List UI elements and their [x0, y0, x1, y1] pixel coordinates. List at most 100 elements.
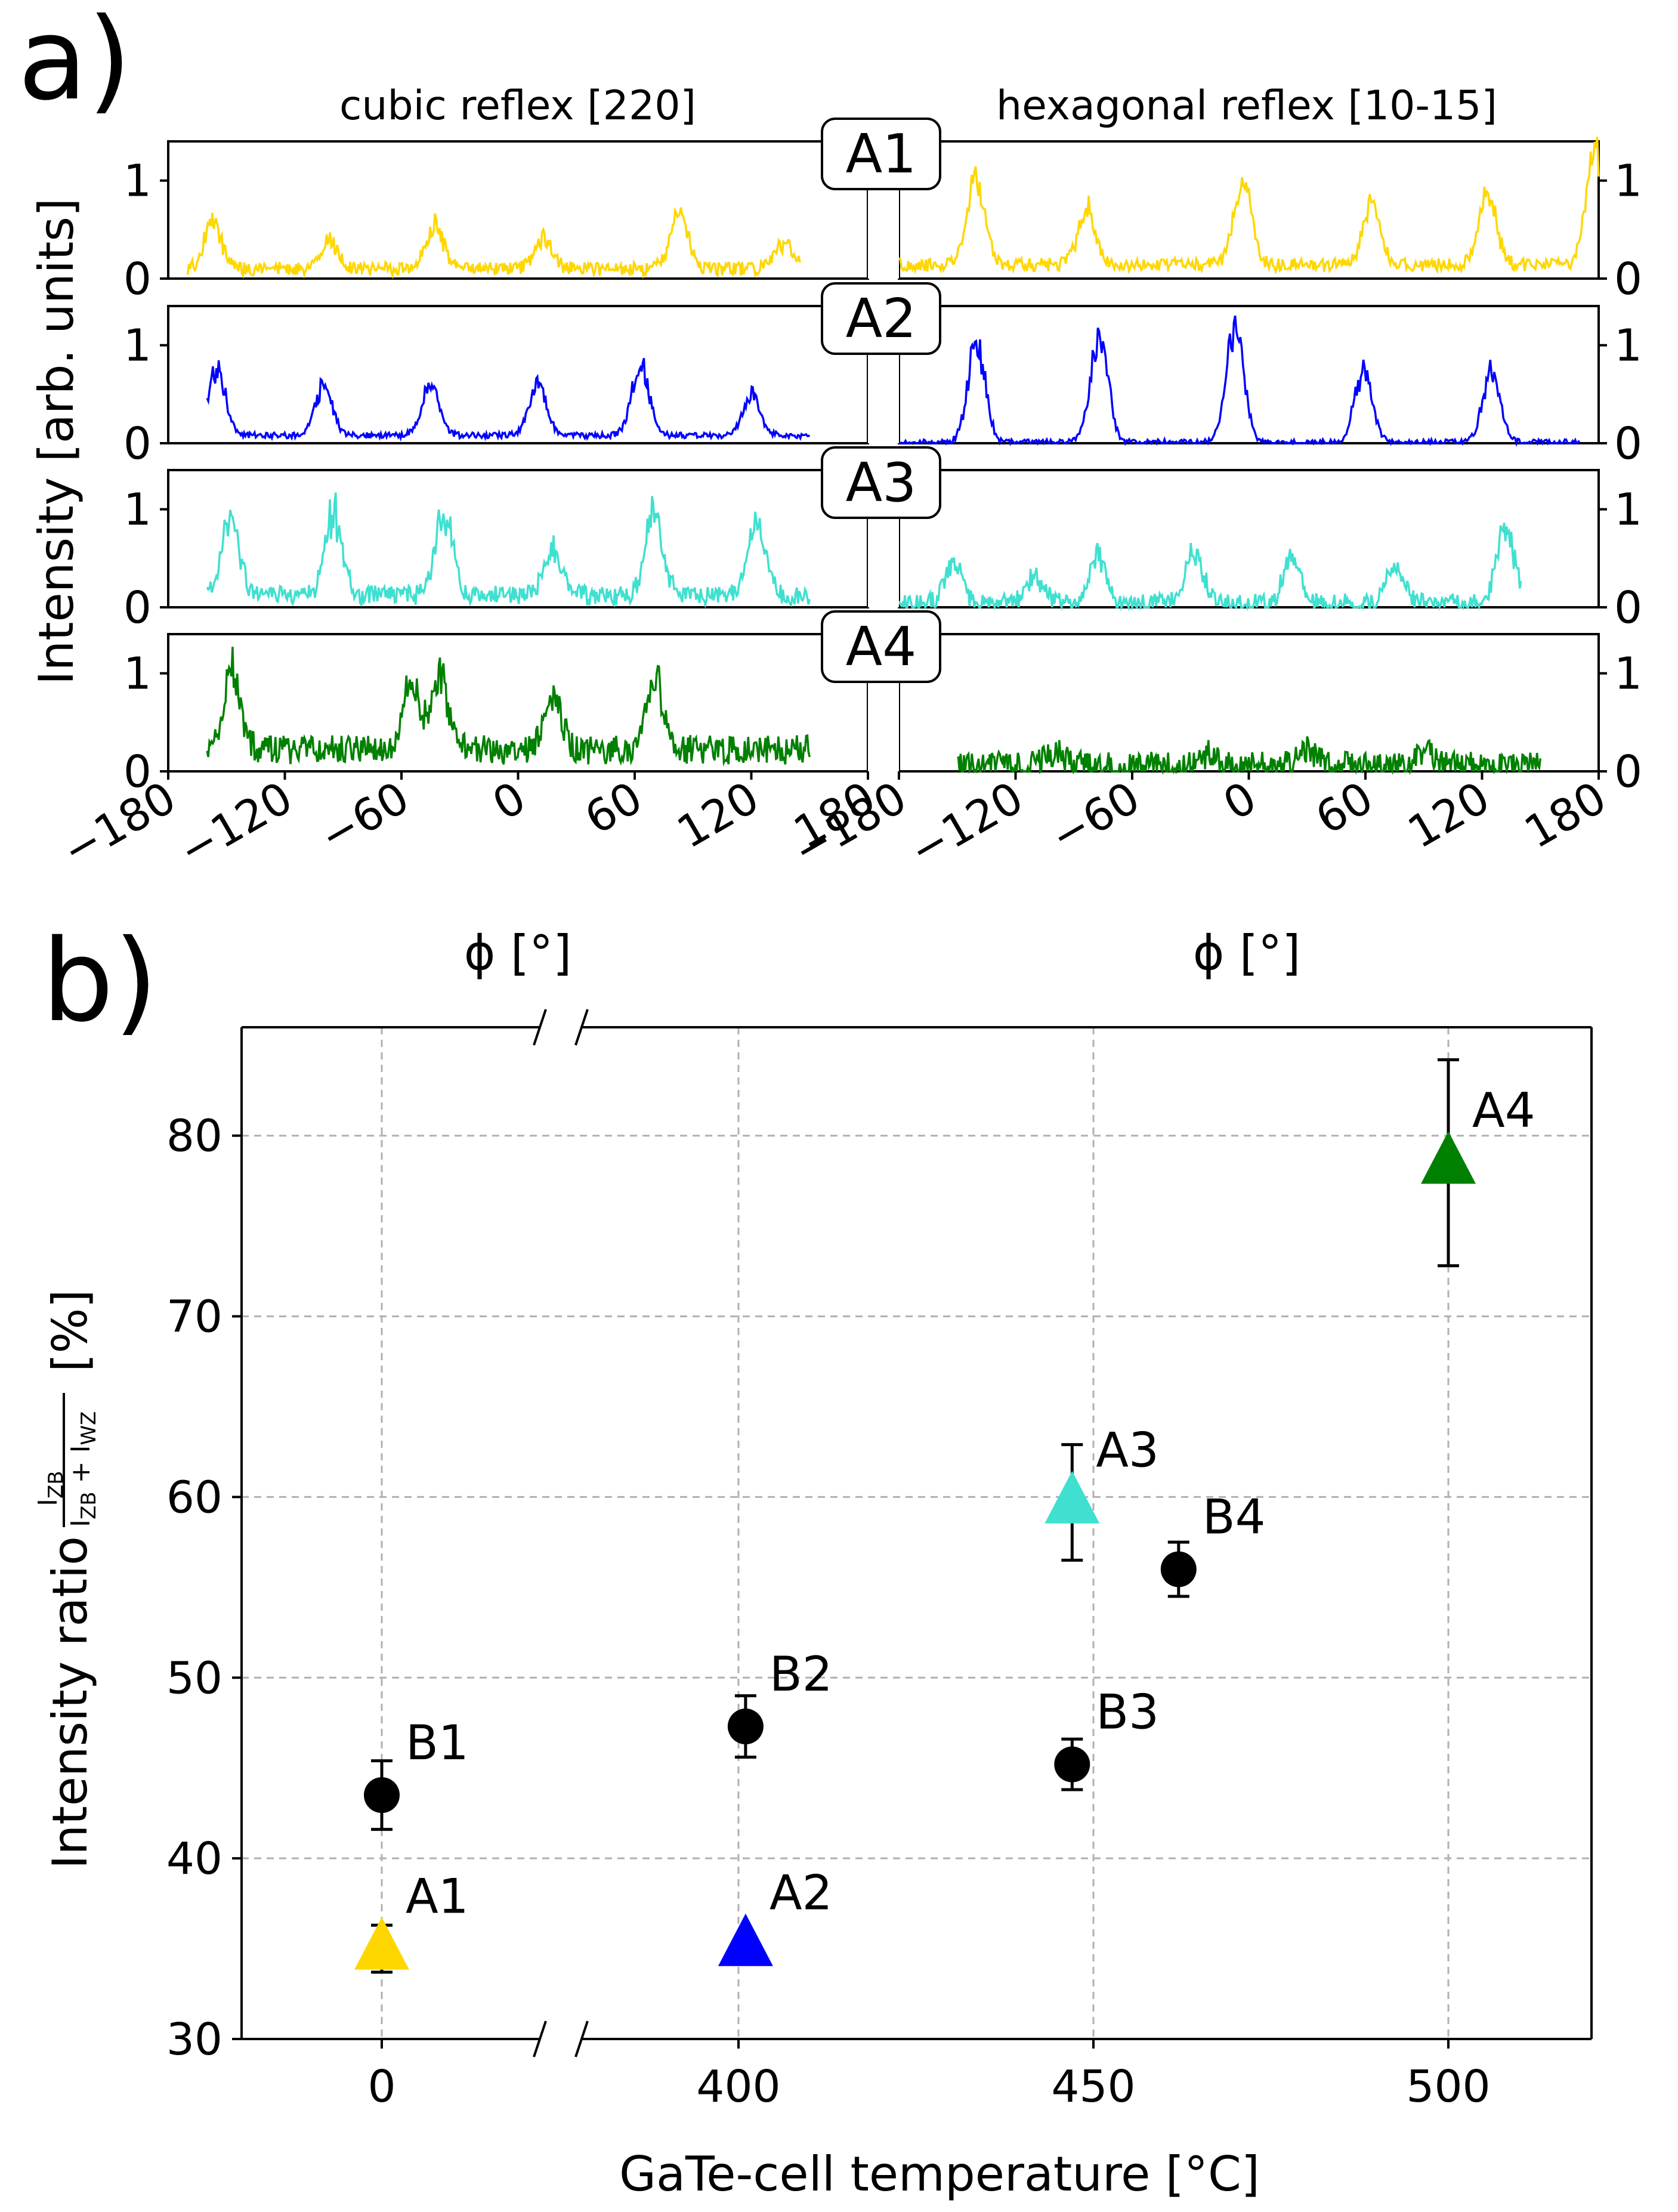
- ytick-label: 1: [123, 320, 152, 372]
- ylabel-denominator: IZB + IWZ: [66, 1411, 101, 1527]
- xtick-label: 400: [696, 2061, 780, 2112]
- ytick-label: 0: [1614, 254, 1642, 305]
- row-A4-hex-trace: [957, 736, 1542, 776]
- point-label: A3: [1096, 1423, 1159, 1478]
- panel-a-xlabel-left: ϕ [°]: [464, 925, 572, 981]
- point-label: B1: [406, 1715, 469, 1771]
- panel-a-ylabel: Intensity [arb. units]: [29, 198, 84, 685]
- panel-b-ylabel: Intensity ratio IZB IZB + IWZ [%]: [33, 1290, 101, 1870]
- sample-badge-A1: [821, 118, 941, 190]
- xtick-label: −120: [170, 772, 301, 877]
- xtick-label: 0: [1215, 772, 1265, 830]
- ytick-label: 1: [1614, 156, 1642, 207]
- ytick-label: 1: [1614, 484, 1642, 536]
- axis-break-mark: [533, 2021, 547, 2057]
- row-A2-hex-trace: [899, 315, 1580, 447]
- ylabel-den-sub1: ZB: [77, 1491, 101, 1519]
- marker-circle: [364, 1777, 400, 1814]
- ytick-label: 0: [123, 582, 152, 634]
- point-A3: A3: [1044, 1423, 1159, 1562]
- marker-triangle: [1421, 1131, 1476, 1184]
- point-B4: B4: [1160, 1490, 1266, 1598]
- panel-b-points: A1 A2 A3 A4 B1 B2 B3 B4: [354, 1058, 1535, 1974]
- row-A3-hex-trace: [898, 523, 1522, 611]
- ylabel-den-sub2: WZ: [77, 1411, 101, 1445]
- xtick-label: 60: [576, 772, 651, 845]
- xtick-label: 0: [484, 772, 534, 830]
- panel-a-xticks: −180−120 −60 0 60 120 180−180−120 −60 0 60 120 180: [54, 771, 1615, 877]
- marker-circle: [1054, 1746, 1090, 1782]
- point-A1: A1: [354, 1869, 469, 1974]
- ytick-label: 0: [1614, 418, 1642, 469]
- sample-badge-label: A3: [846, 452, 917, 514]
- panel-b-xlabel: GaTe-cell temperature [°C]: [619, 2146, 1260, 2202]
- point-B3: B3: [1054, 1685, 1159, 1791]
- point-label: A2: [770, 1865, 833, 1921]
- ytick-label: 0: [1614, 746, 1642, 798]
- sample-badge-A2: [821, 282, 941, 355]
- panel-b: b) 30 40 50 60 70 80 0 400 450 500 A1 A2 A3 A4 B1 B2 B…: [33, 915, 1593, 2202]
- panel-b-letter: b): [42, 915, 158, 1047]
- ytick-label: 1: [123, 648, 152, 700]
- point-label: B4: [1203, 1490, 1266, 1545]
- ylabel-den-plus: + I: [66, 1445, 96, 1492]
- sample-badge-label: A2: [846, 288, 917, 350]
- xtick-label: −120: [901, 772, 1031, 877]
- point-B1: B1: [364, 1715, 469, 1831]
- panel-b-xticks: 0 400 450 500: [367, 2039, 1491, 2112]
- point-label: B2: [770, 1646, 833, 1702]
- xtick-label: −60: [311, 772, 418, 863]
- xtick-label: 120: [669, 772, 767, 858]
- row-A3-cubic-frame: [167, 469, 869, 608]
- row-A1-cubic-frame: [167, 140, 869, 280]
- axis-break-mark: [533, 1009, 547, 1046]
- ytick-label: 0: [123, 254, 152, 305]
- row-A1-cubic-trace: [186, 207, 801, 279]
- marker-circle: [1160, 1551, 1197, 1587]
- panel-a: a) cubic reflex [220] hexagonal reflex […: [18, 0, 1642, 981]
- ytick-label: 0: [123, 418, 152, 469]
- sample-badge-label: A4: [846, 616, 917, 678]
- xtick-label: 120: [1399, 772, 1498, 858]
- point-label: A1: [406, 1869, 469, 1924]
- marker-circle: [727, 1709, 764, 1745]
- xtick-label: 450: [1051, 2061, 1135, 2112]
- sample-badge-A4: [821, 610, 941, 683]
- panel-b-axes: [240, 1009, 1593, 2057]
- row-A4-hex-frame: [898, 633, 1600, 773]
- ytick-label: 60: [166, 1472, 223, 1523]
- axis-break-mark: [574, 2021, 589, 2057]
- ytick-label: 1: [123, 156, 152, 207]
- cubic-column-title: cubic reflex [220]: [339, 82, 696, 129]
- xtick-label: −180: [54, 772, 184, 877]
- ytick-label: 0: [123, 746, 152, 798]
- ytick-label: 50: [166, 1652, 223, 1704]
- xtick-label: 0: [367, 2061, 395, 2112]
- xtick-label: 500: [1406, 2061, 1490, 2112]
- row-A2-cubic-trace: [206, 357, 811, 442]
- hexagonal-column-title: hexagonal reflex [10-15]: [996, 82, 1497, 129]
- point-A4: A4: [1421, 1058, 1535, 1268]
- ytick-label: 30: [166, 2014, 223, 2065]
- point-B2: B2: [727, 1646, 833, 1759]
- ytick-label: 1: [1614, 648, 1642, 700]
- marker-triangle: [354, 1917, 409, 1970]
- ytick-label: 0: [1614, 582, 1642, 634]
- ylabel-unit: [%]: [42, 1290, 98, 1372]
- ytick-label: 1: [123, 484, 152, 536]
- sample-badge-label: A1: [846, 123, 917, 186]
- xtick-label: 60: [1307, 772, 1382, 845]
- point-A2: A2: [718, 1865, 833, 1966]
- marker-triangle: [718, 1913, 773, 1966]
- marker-triangle: [1044, 1470, 1100, 1524]
- point-label: B3: [1096, 1685, 1159, 1740]
- ylabel-num-I: I: [33, 1499, 63, 1506]
- sample-badge-A3: [821, 446, 941, 519]
- point-label: A4: [1472, 1083, 1535, 1138]
- row-A3-hex-frame: [898, 469, 1600, 608]
- panel-a-xlabel-right: ϕ [°]: [1193, 925, 1301, 981]
- panel-b-yticks: 30 40 50 60 70 80: [166, 1111, 242, 2065]
- ytick-label: 1: [1614, 320, 1642, 372]
- xtick-label: −60: [1042, 772, 1148, 863]
